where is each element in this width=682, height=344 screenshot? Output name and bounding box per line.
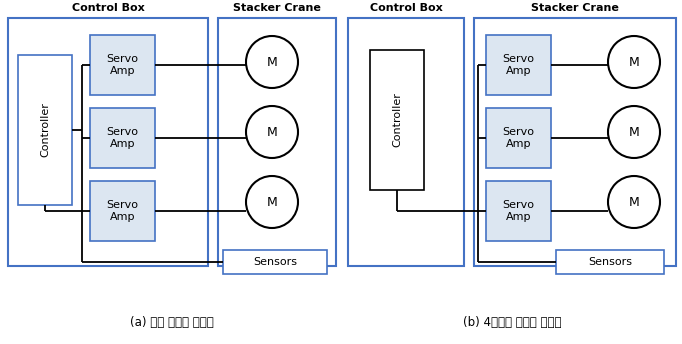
- Text: (a) 기존 제어기 구성도: (a) 기존 제어기 구성도: [130, 315, 214, 329]
- Text: Control Box: Control Box: [72, 3, 145, 13]
- Text: M: M: [267, 55, 278, 68]
- Circle shape: [608, 36, 660, 88]
- Text: Servo
Amp: Servo Amp: [503, 200, 535, 222]
- Text: M: M: [267, 126, 278, 139]
- Text: M: M: [267, 195, 278, 208]
- Bar: [370, 50, 424, 190]
- Text: Sensors: Sensors: [253, 257, 297, 267]
- Bar: [486, 181, 551, 241]
- Text: M: M: [629, 126, 639, 139]
- Text: Stacker Crane: Stacker Crane: [233, 3, 321, 13]
- Text: Servo
Amp: Servo Amp: [106, 127, 138, 149]
- Circle shape: [246, 36, 298, 88]
- Text: Controller: Controller: [392, 93, 402, 148]
- Circle shape: [608, 176, 660, 228]
- Bar: [218, 18, 336, 266]
- Bar: [8, 18, 208, 266]
- Circle shape: [246, 176, 298, 228]
- Text: Servo
Amp: Servo Amp: [503, 54, 535, 76]
- Text: M: M: [629, 195, 639, 208]
- Bar: [348, 18, 464, 266]
- Text: M: M: [629, 55, 639, 68]
- Bar: [474, 18, 676, 266]
- Text: Controller: Controller: [40, 103, 50, 158]
- Bar: [486, 35, 551, 95]
- Text: Stacker Crane: Stacker Crane: [531, 3, 619, 13]
- Bar: [90, 35, 155, 95]
- Text: Servo
Amp: Servo Amp: [106, 54, 138, 76]
- Circle shape: [608, 106, 660, 158]
- Bar: [223, 250, 327, 274]
- Bar: [18, 55, 72, 205]
- Text: (b) 4차년도 제어기 구성도: (b) 4차년도 제어기 구성도: [463, 315, 561, 329]
- Text: Control Box: Control Box: [370, 3, 443, 13]
- Bar: [486, 108, 551, 168]
- Bar: [90, 108, 155, 168]
- Circle shape: [246, 106, 298, 158]
- Text: Sensors: Sensors: [588, 257, 632, 267]
- Text: Servo
Amp: Servo Amp: [106, 200, 138, 222]
- Text: Servo
Amp: Servo Amp: [503, 127, 535, 149]
- Bar: [90, 181, 155, 241]
- Bar: [556, 250, 664, 274]
